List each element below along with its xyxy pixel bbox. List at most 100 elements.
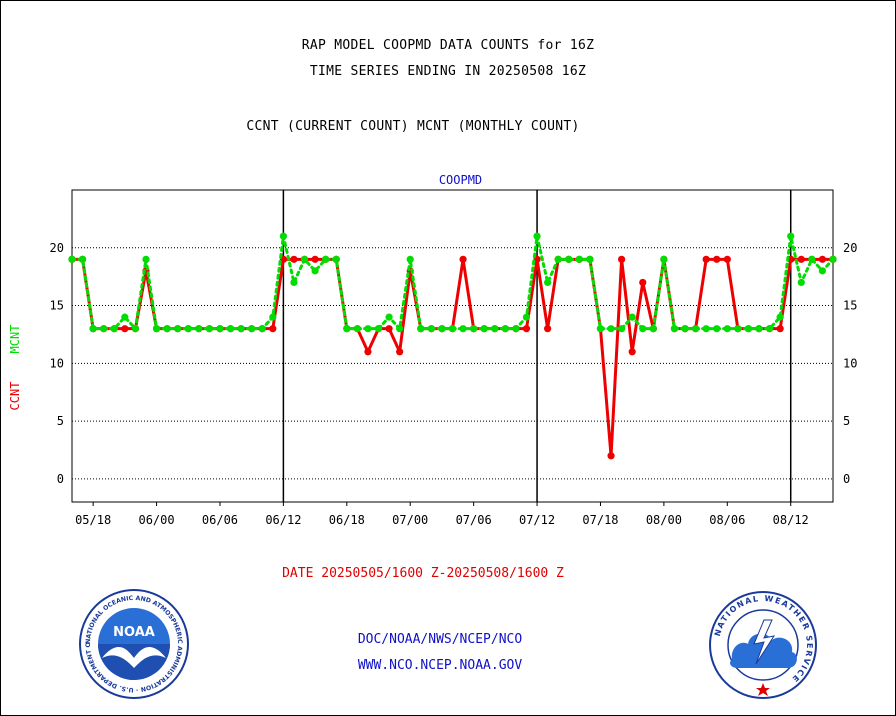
x-tick-label: 07/12 (519, 513, 555, 527)
data-point-mcnt (512, 325, 520, 333)
data-point-mcnt (131, 325, 140, 333)
data-point-ccnt (459, 255, 467, 263)
y-tick-label-right: 5 (843, 414, 850, 428)
credit-line-website: WWW.NCO.NCEP.NOAA.GOV (357, 658, 523, 673)
data-point-ccnt (797, 255, 805, 263)
x-tick-label: 07/06 (456, 513, 492, 527)
data-point-mcnt (448, 325, 457, 333)
data-point-mcnt (723, 325, 731, 333)
date-range-label: DATE 20250505/1600 Z-20250508/1600 Z (282, 566, 564, 581)
x-tick-label: 06/18 (329, 513, 365, 527)
data-point-mcnt (628, 313, 636, 321)
data-point-mcnt (269, 313, 277, 321)
data-point-mcnt (575, 255, 583, 263)
x-tick-label: 08/06 (709, 513, 745, 527)
data-point-mcnt (195, 325, 203, 333)
y-tick-label-left: 20 (50, 241, 64, 255)
data-point-mcnt (427, 325, 435, 333)
noaa-logo-text: NOAA (113, 625, 155, 640)
data-point-mcnt (670, 325, 679, 333)
x-tick-label: 08/00 (646, 513, 682, 527)
data-point-mcnt (744, 325, 753, 333)
data-point-mcnt (596, 325, 605, 333)
data-point-mcnt (248, 325, 256, 333)
data-point-mcnt (184, 325, 192, 333)
data-point-ccnt (639, 278, 647, 287)
data-point-mcnt (713, 325, 721, 333)
x-tick-label: 07/18 (582, 513, 618, 527)
data-point-mcnt (258, 325, 266, 333)
data-point-ccnt (364, 348, 372, 356)
y-tick-label-right: 20 (843, 241, 857, 255)
data-point-ccnt (607, 452, 615, 460)
data-point-ccnt (311, 255, 319, 263)
y-tick-label-right: 15 (843, 299, 857, 313)
data-point-mcnt (205, 325, 214, 333)
data-point-mcnt (438, 325, 446, 333)
x-tick-label: 06/00 (138, 513, 174, 527)
data-point-mcnt (226, 325, 235, 333)
data-point-mcnt (311, 267, 319, 275)
series-line-ccnt (70, 257, 835, 458)
data-point-mcnt (765, 325, 774, 333)
data-point-mcnt (776, 313, 784, 321)
data-point-mcnt (565, 255, 573, 263)
data-point-mcnt (818, 267, 827, 275)
data-point-mcnt (797, 278, 805, 287)
data-point-mcnt (353, 325, 361, 333)
data-point-mcnt (174, 325, 182, 333)
data-point-ccnt (776, 325, 784, 333)
data-point-mcnt (501, 325, 509, 333)
x-tick-label: 06/12 (265, 513, 301, 527)
data-point-mcnt (554, 255, 562, 263)
data-point-mcnt (152, 325, 161, 333)
y-tick-label-left: 15 (50, 299, 64, 313)
data-point-mcnt (68, 255, 76, 263)
noaa-logo: NOAA NATIONAL OCEANIC AND ATMOSPHERIC AD… (78, 588, 189, 699)
data-point-mcnt (691, 325, 700, 333)
data-point-mcnt (300, 255, 309, 263)
x-tick-label: 05/18 (75, 513, 111, 527)
data-point-mcnt (417, 325, 425, 333)
plot-frame (71, 189, 834, 503)
data-point-mcnt (544, 278, 552, 287)
data-point-ccnt (618, 255, 626, 263)
data-point-ccnt (702, 255, 710, 263)
data-point-mcnt (374, 325, 383, 333)
data-point-ccnt (385, 325, 393, 333)
nws-logo: NATIONAL WEATHER SERVICE (709, 591, 817, 699)
data-point-mcnt (734, 325, 742, 333)
data-point-mcnt (100, 325, 108, 333)
data-point-mcnt (755, 325, 763, 333)
y-tick-label-left: 5 (57, 414, 64, 428)
y-tick-label-right: 0 (843, 472, 850, 486)
y-tick-label-right: 10 (843, 356, 857, 370)
y-tick-label-left: 0 (57, 472, 64, 486)
data-point-ccnt (713, 255, 721, 263)
data-point-mcnt (491, 325, 499, 333)
data-point-mcnt (586, 255, 594, 263)
data-point-mcnt (163, 325, 171, 333)
data-point-mcnt (808, 255, 816, 263)
data-point-mcnt (237, 325, 245, 333)
x-tick-label: 07/00 (392, 513, 428, 527)
data-point-ccnt (723, 255, 731, 263)
data-point-mcnt (829, 255, 837, 263)
data-point-mcnt (480, 325, 488, 333)
data-point-ccnt (121, 325, 129, 333)
data-point-mcnt (649, 325, 657, 333)
data-point-mcnt (681, 325, 689, 333)
data-point-mcnt (607, 325, 615, 333)
credit-line-org: DOC/NOAA/NWS/NCEP/NCO (357, 632, 523, 647)
chart-title-line1: RAP MODEL COOPMD DATA COUNTS for 16Z (301, 38, 595, 53)
data-point-mcnt (533, 232, 541, 240)
data-point-mcnt (121, 313, 129, 321)
chart-title-line2: TIME SERIES ENDING IN 20250508 16Z (309, 64, 587, 79)
data-point-mcnt (385, 313, 393, 321)
data-point-mcnt (702, 325, 710, 333)
panel-title: COOPMD (439, 173, 482, 187)
series-line-mcnt (70, 234, 835, 331)
data-point-mcnt (470, 325, 478, 333)
data-point-mcnt (142, 255, 150, 263)
